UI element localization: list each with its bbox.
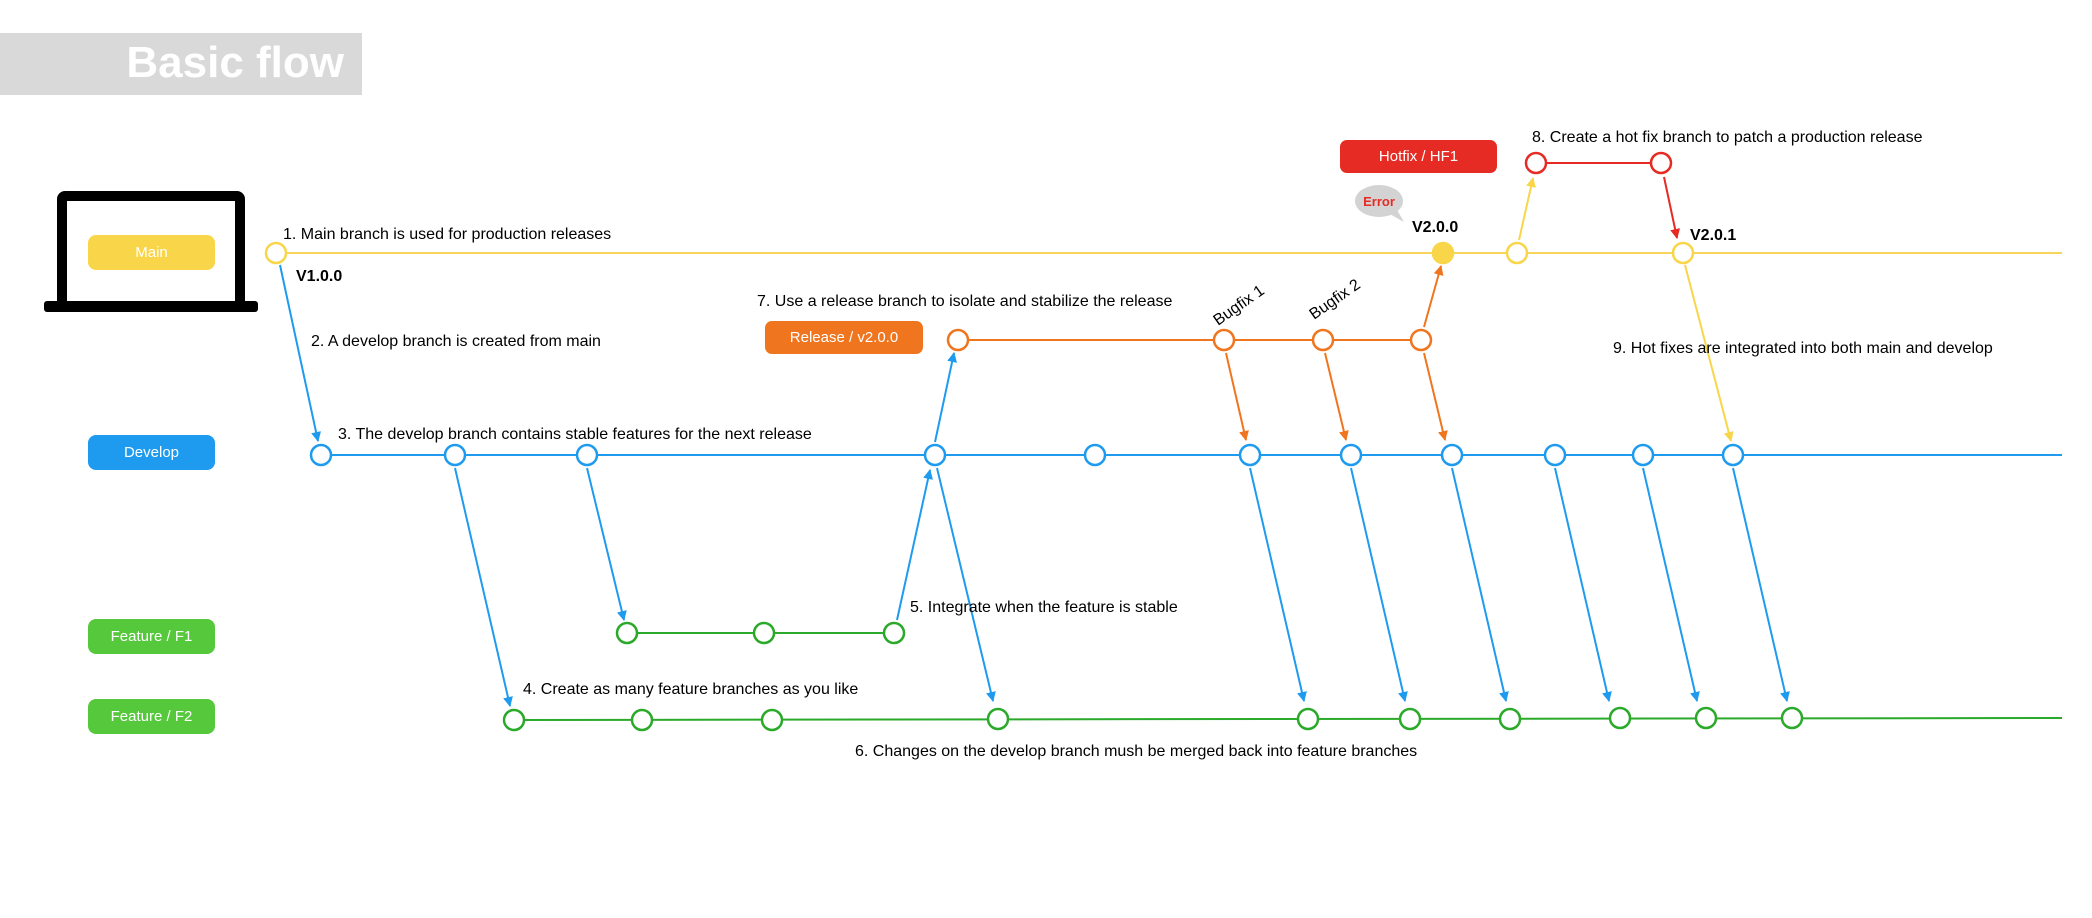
arrow-hotfix-to-develop (1684, 264, 1734, 442)
commit-develop (1631, 443, 1655, 467)
branch-label-hotfix: Hotfix / HF1 (1340, 140, 1497, 173)
arrow-develop-to-f2 (454, 467, 513, 707)
commit-release-bugfix-2 (1311, 328, 1335, 352)
commit-f2 (986, 707, 1010, 731)
develop-arrows (279, 264, 1790, 707)
version-v2: V2.0.0 (1412, 219, 1458, 236)
commit-hotfix (1524, 151, 1548, 175)
branch-label-develop: Develop (88, 435, 215, 470)
commit-release (946, 328, 970, 352)
branch-label-feature-f2: Feature / F2 (88, 699, 215, 734)
title-band: Basic flow (0, 33, 362, 95)
error-bubble: Error (1355, 185, 1404, 222)
arrow-develop-to-f2-merge-7 (1732, 467, 1790, 702)
version-v1: V1.0.0 (296, 268, 342, 285)
release-arrows (1225, 265, 1448, 441)
commit-f1 (615, 621, 639, 645)
step-9: 9. Hot fixes are integrated into both ma… (1613, 340, 1993, 357)
hotfix-arrows (1518, 176, 1734, 442)
arrow-develop-to-f2-merge-5 (1554, 467, 1612, 702)
arrow-develop-to-f2-merge-2 (1249, 467, 1307, 702)
arrow-f1-to-develop (896, 469, 933, 621)
arrow-bugfix2-to-develop (1324, 352, 1349, 441)
commit-release-bugfix-1 (1212, 328, 1236, 352)
commit-develop (1238, 443, 1262, 467)
commit-f2 (1608, 706, 1632, 730)
error-label: Error (1363, 194, 1395, 209)
arrow-develop-to-f2-merge-3 (1350, 467, 1408, 702)
release-commits (946, 328, 1433, 352)
laptop-icon (44, 191, 258, 312)
feature-f2-line (513, 717, 2063, 721)
commit-develop (1083, 443, 1107, 467)
commit-f2 (630, 708, 654, 732)
commit-main-v1 (264, 241, 288, 265)
commit-hotfix (1649, 151, 1673, 175)
commit-f2 (1498, 707, 1522, 731)
step-6: 6. Changes on the develop branch mush be… (855, 743, 1417, 760)
commit-f2 (502, 708, 526, 732)
step-8: 8. Create a hot fix branch to patch a pr… (1532, 129, 1923, 146)
step-2: 2. A develop branch is created from main (311, 333, 601, 350)
arrow-develop-to-f2-merge-1 (936, 467, 996, 702)
step-1: 1. Main branch is used for production re… (283, 226, 611, 243)
feature-commits (502, 621, 1804, 732)
hotfix-commits (1524, 151, 1673, 175)
commit-main-v201 (1671, 241, 1695, 265)
arrow-main-to-develop (279, 264, 321, 442)
main-commits (264, 241, 1695, 265)
branch-label-feature-f1: Feature / F1 (88, 619, 215, 654)
commit-release (1409, 328, 1433, 352)
version-v201: V2.0.1 (1690, 227, 1736, 244)
arrow-release-to-main (1423, 265, 1444, 328)
commit-develop (1339, 443, 1363, 467)
commit-f1 (752, 621, 776, 645)
bugfix-label-1: Bugfix 1 (1211, 282, 1268, 329)
page-title: Basic flow (126, 38, 344, 87)
arrow-develop-to-f1 (586, 467, 627, 621)
commit-f2 (1780, 706, 1804, 730)
arrow-develop-to-f2-merge-4 (1451, 467, 1509, 702)
step-3: 3. The develop branch contains stable fe… (338, 426, 812, 443)
step-5: 5. Integrate when the feature is stable (910, 599, 1178, 616)
step-4: 4. Create as many feature branches as yo… (523, 681, 858, 698)
arrow-develop-to-release (934, 352, 958, 443)
commit-f1 (882, 621, 906, 645)
arrow-main-to-hotfix (1518, 177, 1536, 241)
commit-main-hotfix-base (1505, 241, 1529, 265)
develop-commits (309, 443, 1745, 467)
arrow-release-to-develop (1423, 352, 1448, 441)
branch-label-main: Main (88, 235, 215, 270)
commit-f2 (1296, 707, 1320, 731)
arrow-develop-to-f2-merge-6 (1642, 467, 1700, 702)
commit-f2 (1694, 706, 1718, 730)
commit-f2 (1398, 707, 1422, 731)
commit-develop (1440, 443, 1464, 467)
commit-develop (1721, 443, 1745, 467)
commit-develop (443, 443, 467, 467)
branch-label-release: Release / v2.0.0 (765, 321, 923, 354)
arrow-hotfix-to-main (1663, 176, 1681, 239)
arrow-bugfix1-to-develop (1225, 352, 1249, 441)
commit-develop (1543, 443, 1567, 467)
commit-develop (309, 443, 333, 467)
step-7: 7. Use a release branch to isolate and s… (757, 293, 1172, 310)
commit-develop (575, 443, 599, 467)
bugfix-label-2: Bugfix 2 (1307, 276, 1364, 323)
commit-main-v2 (1431, 241, 1455, 265)
commit-f2 (760, 708, 784, 732)
commit-develop (923, 443, 947, 467)
